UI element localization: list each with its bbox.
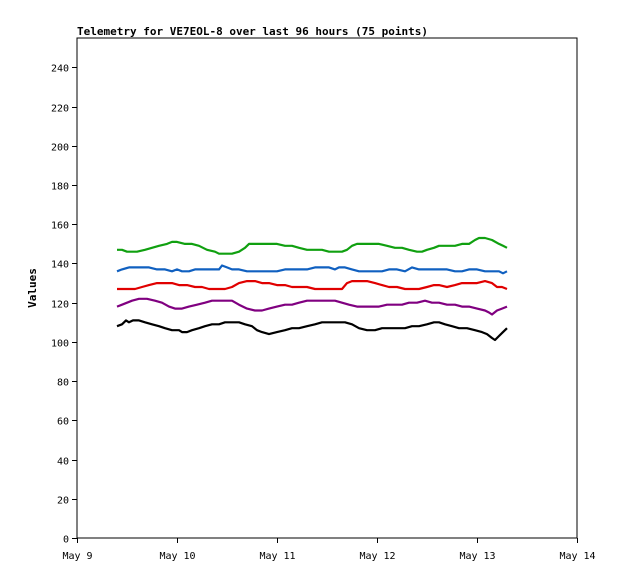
y-tick-label: 20 <box>57 496 69 507</box>
y-tick-label: 40 <box>57 457 69 468</box>
y-axis-label: Values <box>26 268 39 308</box>
series-line-1 <box>116 319 508 342</box>
y-tick-label: 80 <box>57 378 69 389</box>
y-tick-label: 160 <box>51 221 69 232</box>
x-tick-label: May 10 <box>159 551 195 562</box>
series-line-4 <box>116 264 508 275</box>
y-tick-label: 240 <box>51 64 69 75</box>
series-line-3 <box>117 280 508 291</box>
y-tick-label: 100 <box>51 339 69 350</box>
y-tick-label: 220 <box>51 104 69 115</box>
y-axis: 0 20 40 60 80 100 120 140 160 180 200 220 240 <box>51 64 77 546</box>
y-tick-label: 140 <box>51 260 69 271</box>
x-tick-label: May 11 <box>259 551 295 562</box>
y-tick-label: 60 <box>57 417 69 428</box>
series-group <box>116 236 508 342</box>
x-tick-label: May 14 <box>559 551 595 562</box>
y-tick-label: 120 <box>51 300 69 311</box>
x-tick-label: May 9 <box>62 551 92 562</box>
y-tick-label: 0 <box>63 535 69 546</box>
chart-title: Telemetry for VE7EOL-8 over last 96 hour… <box>77 25 428 38</box>
y-tick-label: 200 <box>51 143 69 154</box>
y-tick-label: 180 <box>51 182 69 193</box>
series-line-5 <box>117 236 508 255</box>
x-tick-label: May 13 <box>459 551 495 562</box>
x-axis: May 9 May 10 May 11 May 12 May 13 May 14 <box>62 538 596 562</box>
x-tick-label: May 12 <box>359 551 395 562</box>
series-line-2 <box>116 297 508 316</box>
